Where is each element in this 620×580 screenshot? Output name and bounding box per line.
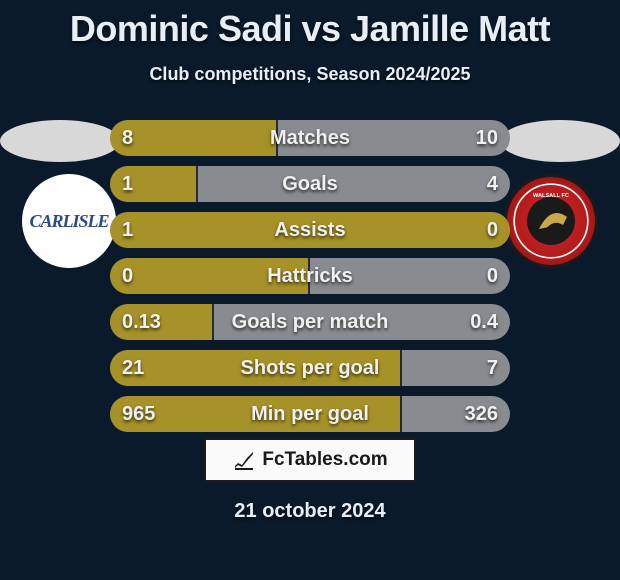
comparison-date: 21 october 2024: [0, 500, 620, 523]
stat-value-left: 0: [122, 258, 133, 294]
stat-value-left: 965: [122, 396, 155, 432]
club-logo-right: WALSALL FC: [504, 174, 598, 268]
stat-value-right: 0: [487, 258, 498, 294]
stat-bar-fill: [110, 258, 310, 294]
stat-bar-track: [110, 120, 510, 156]
source-label: FcTables.com: [262, 449, 387, 471]
stat-row: Goals14: [110, 166, 510, 202]
stat-bar-fill: [110, 212, 510, 248]
player-photo-left-placeholder: [0, 120, 120, 162]
stat-value-left: 0.13: [122, 304, 161, 340]
stat-value-left: 1: [122, 212, 133, 248]
stat-value-right: 7: [487, 350, 498, 386]
stat-bar-fill: [110, 350, 402, 386]
stat-value-right: 326: [465, 396, 498, 432]
walsall-crest-icon: WALSALL FC: [511, 181, 591, 261]
chart-icon: [232, 448, 256, 472]
stat-bar-track: [110, 304, 510, 340]
club-logo-left: CARLISLE: [22, 174, 116, 268]
stat-bar-track: [110, 350, 510, 386]
stat-bar-fill: [110, 120, 278, 156]
stat-value-left: 1: [122, 166, 133, 202]
stat-row: Shots per goal217: [110, 350, 510, 386]
stat-bar-track: [110, 212, 510, 248]
club-left-name: CARLISLE: [29, 211, 108, 232]
stat-value-right: 10: [476, 120, 498, 156]
stat-row: Goals per match0.130.4: [110, 304, 510, 340]
stat-row: Matches810: [110, 120, 510, 156]
source-badge: FcTables.com: [204, 438, 416, 482]
stat-value-right: 0: [487, 212, 498, 248]
comparison-title: Dominic Sadi vs Jamille Matt: [0, 0, 620, 50]
svg-text:WALSALL FC: WALSALL FC: [533, 193, 569, 199]
stat-value-right: 4: [487, 166, 498, 202]
stat-row: Assists10: [110, 212, 510, 248]
stat-bar-track: [110, 258, 510, 294]
stat-bar-track: [110, 166, 510, 202]
stat-bars-container: Matches810Goals14Assists10Hattricks00Goa…: [110, 120, 510, 442]
stat-value-left: 21: [122, 350, 144, 386]
stat-row: Min per goal965326: [110, 396, 510, 432]
stat-bar-track: [110, 396, 510, 432]
stat-value-right: 0.4: [470, 304, 498, 340]
stat-value-left: 8: [122, 120, 133, 156]
stat-row: Hattricks00: [110, 258, 510, 294]
comparison-subtitle: Club competitions, Season 2024/2025: [0, 64, 620, 85]
player-photo-right-placeholder: [500, 120, 620, 162]
